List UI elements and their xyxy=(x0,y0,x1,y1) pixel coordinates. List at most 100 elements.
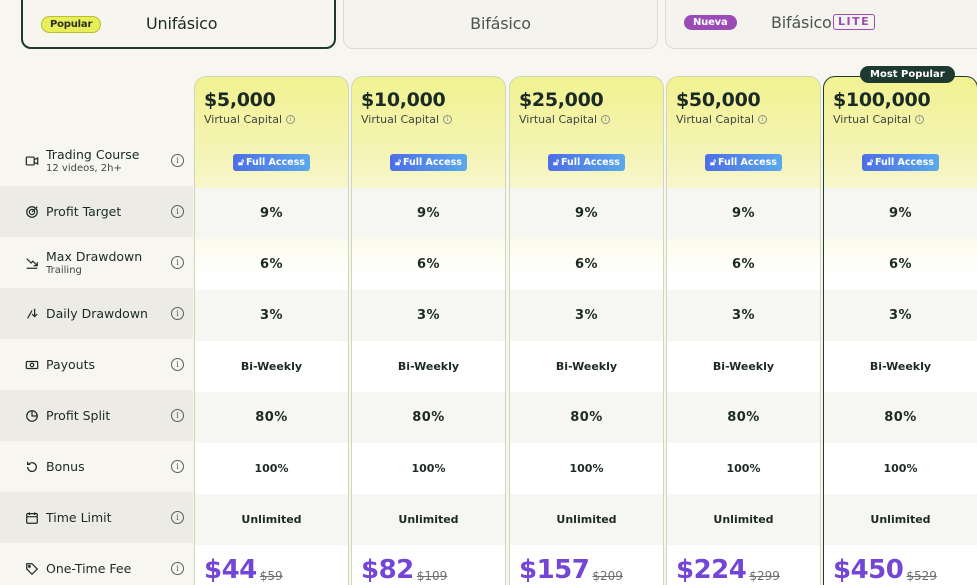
calendar-icon xyxy=(24,510,40,526)
fee-original: $109 xyxy=(416,569,448,583)
tag-icon xyxy=(24,561,40,577)
info-icon[interactable]: i xyxy=(171,255,184,269)
info-icon[interactable]: i xyxy=(171,510,184,524)
time-limit-value: Unlimited xyxy=(195,494,348,545)
info-icon[interactable]: i xyxy=(758,115,768,124)
info-icon[interactable]: i xyxy=(443,115,453,124)
full-access-badge: 🔓︎ Full Access xyxy=(233,154,310,171)
info-icon[interactable]: i xyxy=(171,357,184,371)
payouts-value: Bi-Weekly xyxy=(397,360,460,373)
trading-course-value: 🔓︎ Full Access xyxy=(510,137,663,188)
plan-header: $100,000 Virtual Capital i xyxy=(824,77,977,137)
virtual-capital-label: Virtual Capital i xyxy=(519,113,654,126)
info-icon[interactable]: i xyxy=(171,204,184,218)
video-icon xyxy=(24,153,40,169)
feature-row-one-time-fee: One-Time Fee i xyxy=(0,543,193,585)
time-limit-value: Unlimited xyxy=(510,494,663,545)
capital-label: Virtual Capital xyxy=(204,113,283,126)
max-drawdown-value: 6% xyxy=(259,257,284,272)
payouts-value: Bi-Weekly xyxy=(555,360,618,373)
capital-label: Virtual Capital xyxy=(519,113,598,126)
most-popular-badge: Most Popular xyxy=(860,66,955,83)
feature-title: Bonus xyxy=(46,459,85,474)
feature-title: Trading Course xyxy=(46,147,140,162)
fee-current: $82 xyxy=(361,555,414,585)
info-icon[interactable]: i xyxy=(171,408,184,422)
feature-row-trading-course: Trading Course 12 videos, 2h+ i xyxy=(0,135,193,186)
plan-column[interactable]: $50,000 Virtual Capital i 🔓︎ Full Access… xyxy=(666,76,821,585)
bonus-value: 100% xyxy=(726,462,761,475)
virtual-capital-label: Virtual Capital i xyxy=(361,113,496,126)
feature-subtitle: 12 videos, 2h+ xyxy=(46,163,122,174)
profit-target-value: 9% xyxy=(352,188,505,239)
daily-drawdown-value: 3% xyxy=(352,290,505,341)
plan-header: $5,000 Virtual Capital i xyxy=(195,77,348,137)
info-icon[interactable]: i xyxy=(171,459,184,473)
tab-bifasico-lite[interactable]: Nueva Bifásico LITE xyxy=(665,0,977,49)
info-icon[interactable]: i xyxy=(171,306,184,320)
plan-header: $25,000 Virtual Capital i xyxy=(510,77,663,137)
lock-icon: 🔓︎ xyxy=(238,157,244,168)
profit-target-value: 9% xyxy=(667,188,820,239)
full-access-label: Full Access xyxy=(717,157,777,168)
payouts-value: Bi-Weekly xyxy=(240,360,303,373)
feature-row-time-limit: Time Limit i xyxy=(0,492,193,543)
virtual-capital-label: Virtual Capital i xyxy=(833,113,968,126)
info-icon[interactable]: i xyxy=(171,153,184,167)
trading-course-value: 🔓︎ Full Access xyxy=(824,137,977,188)
max-drawdown-value: 6% xyxy=(416,257,441,272)
info-icon[interactable]: i xyxy=(601,115,611,124)
payouts-value: Bi-Weekly xyxy=(712,360,775,373)
profit-target-value: 9% xyxy=(824,188,977,239)
tab-unifasico[interactable]: Popular Unifásico xyxy=(21,0,336,49)
plan-price: $100,000 xyxy=(833,89,931,111)
popular-badge: Popular xyxy=(41,16,102,33)
plan-column[interactable]: $5,000 Virtual Capital i 🔓︎ Full Access … xyxy=(194,76,349,585)
trading-course-value: 🔓︎ Full Access xyxy=(352,137,505,188)
payouts-value: Bi-Weekly xyxy=(869,360,932,373)
lock-icon: 🔓︎ xyxy=(710,157,716,168)
daily-drawdown-value: 3% xyxy=(510,290,663,341)
trading-course-value: 🔓︎ Full Access xyxy=(195,137,348,188)
feature-title: One-Time Fee xyxy=(46,561,132,576)
full-access-label: Full Access xyxy=(560,157,620,168)
one-time-fee-value: $224 $299 xyxy=(667,545,820,585)
plan-column[interactable]: $100,000 Virtual Capital i 🔓︎ Full Acces… xyxy=(823,76,977,585)
info-icon[interactable]: i xyxy=(171,561,184,575)
virtual-capital-label: Virtual Capital i xyxy=(676,113,811,126)
feature-row-payouts: Payouts i xyxy=(0,339,193,390)
tab-label: Bifásico xyxy=(470,13,531,33)
full-access-badge: 🔓︎ Full Access xyxy=(862,154,939,171)
plan-column[interactable]: $10,000 Virtual Capital i 🔓︎ Full Access… xyxy=(351,76,506,585)
feature-row-daily-drawdown: Daily Drawdown i xyxy=(0,288,193,339)
profit-target-value: 9% xyxy=(195,188,348,239)
new-badge: Nueva xyxy=(684,15,737,30)
feature-title: Daily Drawdown xyxy=(46,306,148,321)
info-icon[interactable]: i xyxy=(286,115,296,124)
time-limit-value: Unlimited xyxy=(667,494,820,545)
bonus-value: 100% xyxy=(569,462,604,475)
feature-row-bonus: Bonus i xyxy=(0,441,193,492)
max-drawdown-value: 6% xyxy=(731,257,756,272)
full-access-label: Full Access xyxy=(402,157,462,168)
one-time-fee-value: $44 $59 xyxy=(195,545,348,585)
plan-column[interactable]: $25,000 Virtual Capital i 🔓︎ Full Access… xyxy=(509,76,664,585)
trend-down-icon xyxy=(24,255,40,271)
profit-split-value: 80% xyxy=(667,392,820,443)
lock-icon: 🔓︎ xyxy=(867,157,873,168)
fee-original: $299 xyxy=(749,569,780,583)
feature-labels: Trading Course 12 videos, 2h+ i Profit T… xyxy=(0,135,193,585)
payout-icon xyxy=(24,357,40,373)
bonus-value: 100% xyxy=(411,462,446,475)
full-access-badge: 🔓︎ Full Access xyxy=(390,154,467,171)
full-access-badge: 🔓︎ Full Access xyxy=(705,154,782,171)
tab-bifasico[interactable]: Bifásico xyxy=(343,0,658,49)
rotate-icon xyxy=(24,459,40,475)
one-time-fee-value: $157 $209 xyxy=(510,545,663,585)
feature-row-profit-target: Profit Target i xyxy=(0,186,193,237)
info-icon[interactable]: i xyxy=(915,115,925,124)
target-icon xyxy=(24,204,40,220)
pie-icon xyxy=(24,408,40,424)
fee-original: $529 xyxy=(906,569,937,583)
arrow-down-icon xyxy=(24,306,40,322)
